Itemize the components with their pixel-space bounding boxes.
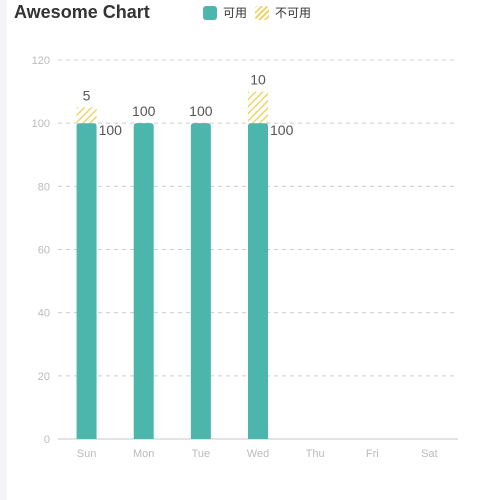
bar-unavailable[interactable] bbox=[76, 107, 97, 124]
legend-swatch-available bbox=[203, 5, 217, 20]
legend-item-unavailable[interactable]: 不可用 bbox=[255, 4, 311, 21]
axes: 0 20 40 60 80 100 120 Sun Mon Tue Wed Thu Fri Sat bbox=[32, 55, 458, 460]
y-tick-label: 60 bbox=[38, 245, 50, 257]
data-label-unavailable: 5 bbox=[83, 87, 91, 103]
chart-title: Awesome Chart bbox=[14, 2, 150, 22]
y-tick-label: 120 bbox=[32, 55, 50, 67]
data-label-available: 100 bbox=[132, 103, 156, 119]
y-tick-label: 20 bbox=[38, 371, 50, 383]
y-tick-label: 0 bbox=[44, 434, 50, 446]
x-tick-label: Tue bbox=[192, 448, 211, 460]
x-tick-label: Sun bbox=[77, 448, 97, 460]
x-tick-label: Thu bbox=[306, 448, 325, 460]
y-tick-label: 100 bbox=[32, 118, 50, 130]
x-tick-label: Sat bbox=[421, 448, 438, 460]
legend-swatch-unavailable bbox=[255, 5, 270, 20]
y-tick-label: 80 bbox=[38, 181, 50, 193]
legend-label-unavailable: 不可用 bbox=[275, 6, 312, 20]
data-label-unavailable: 10 bbox=[250, 72, 266, 88]
x-tick-label: Fri bbox=[366, 448, 379, 460]
bar-unavailable[interactable] bbox=[248, 91, 268, 124]
legend-label-available: 可用 bbox=[223, 6, 248, 20]
legend-item-available[interactable]: 可用 bbox=[203, 4, 247, 21]
data-labels: 100 5 100 100 100 10 bbox=[83, 72, 294, 139]
x-tick-label: Wed bbox=[247, 448, 269, 460]
y-tick-label: 40 bbox=[38, 308, 50, 320]
data-label-available: 100 bbox=[99, 122, 123, 138]
legend: 可用 不可用 bbox=[203, 4, 319, 21]
data-label-available: 100 bbox=[189, 103, 213, 119]
bar-available[interactable] bbox=[76, 123, 97, 440]
data-label-available: 100 bbox=[270, 122, 294, 138]
bar-available[interactable] bbox=[133, 123, 154, 440]
bar-available[interactable] bbox=[248, 123, 268, 440]
left-edge-strip bbox=[0, 0, 7, 500]
x-tick-label: Mon bbox=[133, 448, 154, 460]
bar-available[interactable] bbox=[190, 123, 211, 440]
bars bbox=[76, 91, 268, 440]
